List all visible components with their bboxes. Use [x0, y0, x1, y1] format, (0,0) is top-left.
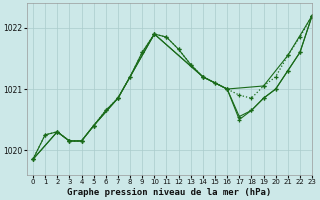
X-axis label: Graphe pression niveau de la mer (hPa): Graphe pression niveau de la mer (hPa) [68, 188, 272, 197]
